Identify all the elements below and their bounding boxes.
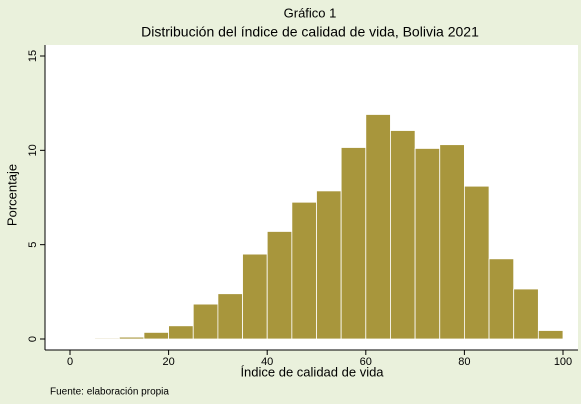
bar bbox=[414, 148, 441, 340]
x-tick-label: 40 bbox=[261, 356, 273, 368]
bar bbox=[488, 258, 515, 340]
y-tick-label: 5 bbox=[27, 242, 39, 248]
y-tick-label: 15 bbox=[27, 50, 39, 62]
bar bbox=[340, 147, 367, 340]
bar bbox=[365, 114, 391, 340]
bar bbox=[242, 253, 268, 340]
y-tick-label: 10 bbox=[27, 144, 39, 156]
y-tick-label: 0 bbox=[27, 336, 39, 342]
bar bbox=[316, 190, 342, 340]
chart-title: Distribución del índice de calidad de vi… bbox=[141, 24, 479, 40]
bar bbox=[537, 330, 564, 340]
x-tick-label: 80 bbox=[458, 356, 470, 368]
x-tick-label: 20 bbox=[162, 356, 174, 368]
bar bbox=[168, 325, 194, 340]
x-axis-label: Índice de calidad de vida bbox=[240, 364, 384, 379]
bar bbox=[439, 144, 465, 340]
source-note: Fuente: elaboración propia bbox=[50, 387, 169, 398]
bar bbox=[217, 293, 243, 340]
bar bbox=[463, 185, 490, 340]
supertitle: Gráfico 1 bbox=[284, 5, 337, 20]
bar bbox=[143, 331, 169, 340]
bar bbox=[390, 130, 416, 340]
y-axis-label: Porcentaje bbox=[4, 164, 19, 226]
x-tick-label: 100 bbox=[554, 356, 572, 368]
bar bbox=[266, 231, 293, 340]
x-tick-label: 0 bbox=[67, 356, 73, 368]
bar bbox=[94, 337, 120, 340]
bar bbox=[192, 303, 219, 340]
bar bbox=[118, 336, 145, 340]
bar bbox=[513, 288, 539, 340]
bar bbox=[291, 201, 317, 340]
x-tick-label: 60 bbox=[360, 356, 372, 368]
